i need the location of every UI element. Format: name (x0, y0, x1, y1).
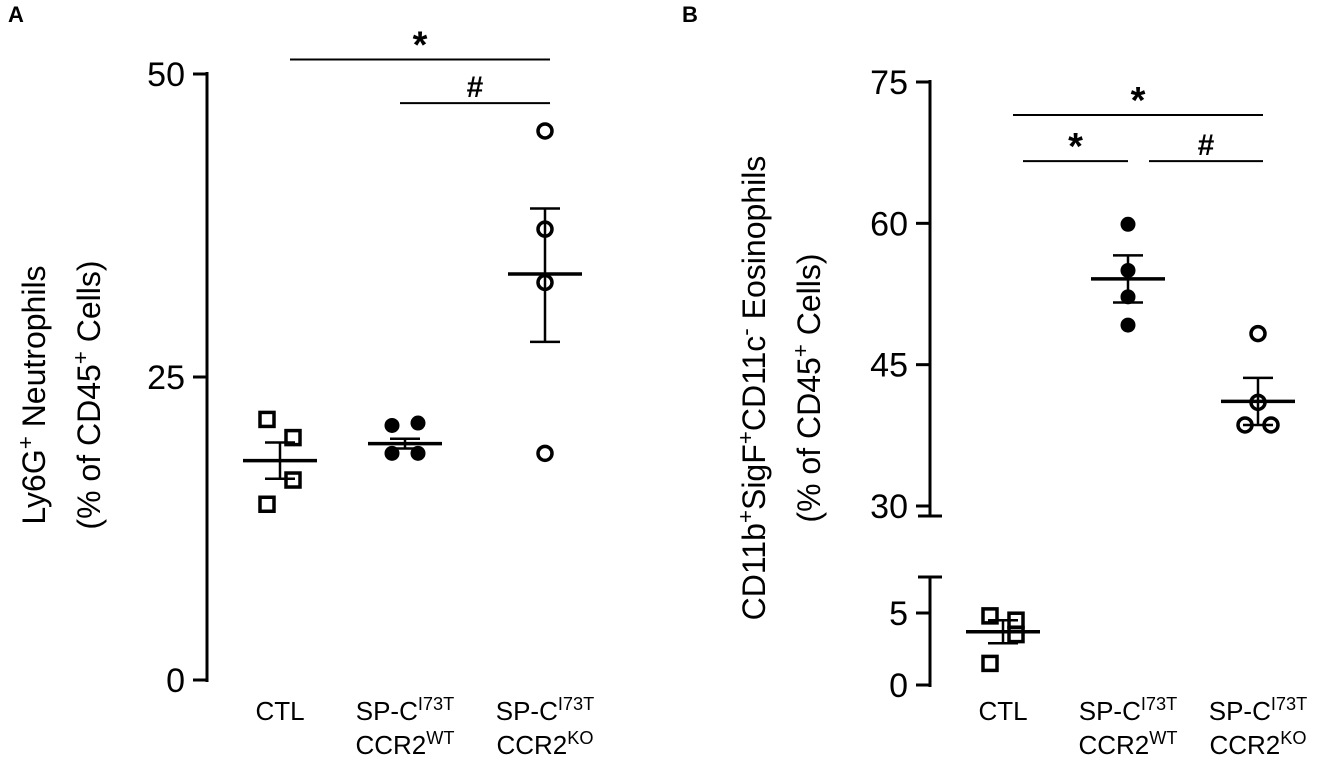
b-data-point (1120, 317, 1136, 333)
b-y-tick-label: 0 (889, 667, 908, 705)
b-x-category-label: SP-CI73T (1209, 694, 1308, 726)
b-x-category-label: SP-CI73T (1079, 694, 1178, 726)
b-y-tick-label: 30 (870, 488, 908, 526)
a-x-category-label: CCR2WT (355, 728, 454, 760)
a-y-axis-title: Ly6G+ Neutrophils (13, 265, 53, 524)
a-data-point (258, 410, 276, 429)
b-data-point (981, 654, 999, 673)
a-data-point (536, 444, 554, 463)
b-y-tick-label: 5 (889, 595, 908, 633)
a-data-point (384, 417, 400, 433)
b-significance-label: * (1131, 80, 1146, 122)
a-y-tick-label: 0 (166, 662, 185, 700)
b-x-category-label: CTL (978, 696, 1027, 726)
b-y-tick-label: 45 (870, 347, 908, 385)
b-data-point (1120, 216, 1136, 232)
b-panel-label: B (682, 2, 698, 27)
a-significance-label: # (467, 71, 484, 104)
b-x-category-label: CCR2KO (1209, 728, 1306, 760)
a-data-point (410, 415, 426, 431)
a-y-tick-label: 25 (147, 359, 185, 397)
a-y-axis-subtitle: (% of CD45+ Cells) (68, 260, 108, 529)
b-data-point (1007, 625, 1025, 644)
b-y-axis-title: CD11b+SigF+CD11c- Eosinophils (733, 156, 773, 621)
a-data-point (258, 495, 276, 514)
a-x-category-label: SP-CI73T (356, 694, 455, 726)
a-x-category-label: CTL (255, 696, 304, 726)
a-data-point (284, 428, 302, 447)
b-y-tick-label: 75 (870, 64, 908, 102)
panel-a: A 0 25 50 Ly6G+ Neutrophils (% of CD45+ Cells… (8, 2, 594, 760)
b-significance-label: * (1068, 126, 1083, 168)
b-x-category-label: CCR2WT (1078, 728, 1177, 760)
a-panel-label: A (8, 2, 24, 27)
b-data-point (981, 607, 999, 625)
a-x-category-label: CCR2KO (496, 728, 593, 760)
a-y-tick-label: 50 (147, 56, 185, 94)
a-significance-label: * (413, 24, 428, 66)
a-data-point (536, 122, 554, 140)
b-y-axis-subtitle: (% of CD45+ Cells) (788, 253, 828, 522)
panel-b: B 0 5 30 45 60 75 CD11b+SigF+CD11c- Eosinophils… (682, 2, 1307, 760)
a-x-category-label: SP-CI73T (496, 694, 595, 726)
b-data-point (1249, 324, 1267, 343)
b-y-tick-label: 60 (870, 205, 908, 243)
b-significance-label: # (1198, 129, 1215, 162)
